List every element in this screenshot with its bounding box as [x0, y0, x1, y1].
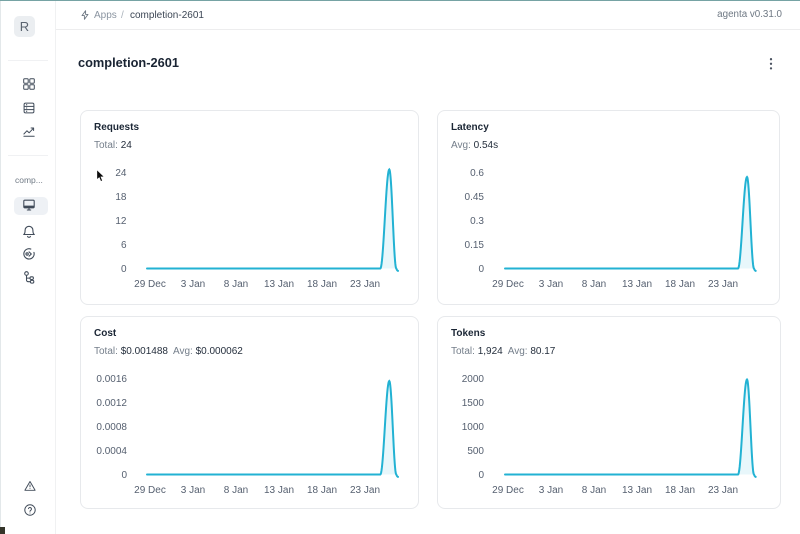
svg-text:8 Jan: 8 Jan [582, 485, 606, 496]
svg-text:0.15: 0.15 [465, 240, 485, 251]
svg-text:1500: 1500 [462, 398, 485, 409]
svg-text:0.6: 0.6 [470, 168, 484, 179]
svg-text:500: 500 [467, 446, 484, 457]
svg-text:0: 0 [121, 264, 127, 275]
svg-text:13 Jan: 13 Jan [264, 279, 294, 290]
svg-text:3 Jan: 3 Jan [181, 485, 205, 496]
svg-text:23 Jan: 23 Jan [708, 279, 738, 290]
svg-text:18 Jan: 18 Jan [665, 279, 695, 290]
svg-text:13 Jan: 13 Jan [622, 485, 652, 496]
svg-text:8 Jan: 8 Jan [224, 279, 248, 290]
svg-text:3 Jan: 3 Jan [539, 279, 563, 290]
svg-text:3 Jan: 3 Jan [539, 485, 563, 496]
svg-text:12: 12 [115, 216, 127, 227]
svg-text:18 Jan: 18 Jan [307, 279, 337, 290]
svg-text:29 Dec: 29 Dec [134, 485, 166, 496]
svg-text:6: 6 [121, 240, 127, 251]
svg-text:18: 18 [115, 192, 127, 203]
svg-text:8 Jan: 8 Jan [224, 485, 248, 496]
svg-text:0.0016: 0.0016 [96, 374, 127, 385]
svg-text:1000: 1000 [462, 422, 485, 433]
svg-text:29 Dec: 29 Dec [492, 279, 524, 290]
svg-text:8 Jan: 8 Jan [582, 279, 606, 290]
svg-text:2000: 2000 [462, 374, 485, 385]
svg-text:18 Jan: 18 Jan [665, 485, 695, 496]
svg-text:13 Jan: 13 Jan [622, 279, 652, 290]
svg-text:0.3: 0.3 [470, 216, 484, 227]
svg-text:0.0012: 0.0012 [96, 398, 127, 409]
svg-text:23 Jan: 23 Jan [350, 485, 380, 496]
svg-text:0.0004: 0.0004 [96, 446, 127, 457]
svg-text:0: 0 [478, 264, 484, 275]
svg-text:0: 0 [478, 470, 484, 481]
svg-text:29 Dec: 29 Dec [134, 279, 166, 290]
svg-text:0: 0 [121, 470, 127, 481]
svg-text:0.45: 0.45 [465, 192, 485, 203]
svg-text:18 Jan: 18 Jan [307, 485, 337, 496]
svg-text:29 Dec: 29 Dec [492, 485, 524, 496]
svg-text:0.0008: 0.0008 [96, 422, 127, 433]
svg-text:23 Jan: 23 Jan [350, 279, 380, 290]
svg-text:24: 24 [115, 168, 127, 179]
svg-text:23 Jan: 23 Jan [708, 485, 738, 496]
svg-text:13 Jan: 13 Jan [264, 485, 294, 496]
svg-text:3 Jan: 3 Jan [181, 279, 205, 290]
